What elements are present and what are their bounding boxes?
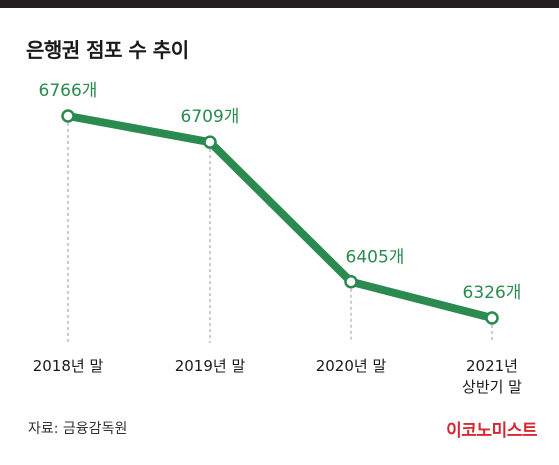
- data-point: [344, 274, 358, 289]
- data-label: 6709개: [181, 107, 240, 127]
- series-line: [64, 112, 496, 322]
- data-label: 6766개: [39, 81, 98, 101]
- brand-logo: 이코노미스트: [446, 421, 537, 441]
- data-label: 6405개: [346, 248, 405, 268]
- x-tick-label: 2019년 말: [175, 357, 246, 375]
- source-note: 자료: 금융감독원: [28, 421, 128, 437]
- x-tick-label: 상반기 말: [462, 378, 522, 396]
- x-tick-label: 2020년 말: [316, 357, 387, 375]
- chart-title: 은행권 점포 수 추이: [26, 38, 189, 62]
- data-point: [203, 135, 217, 149]
- data-point: [61, 109, 75, 123]
- data-point: [485, 311, 499, 325]
- x-tick-label: 2021년: [466, 357, 518, 375]
- data-label: 6326개: [463, 283, 522, 303]
- top-bar: [0, 0, 559, 8]
- x-tick-label: 2018년 말: [33, 357, 104, 375]
